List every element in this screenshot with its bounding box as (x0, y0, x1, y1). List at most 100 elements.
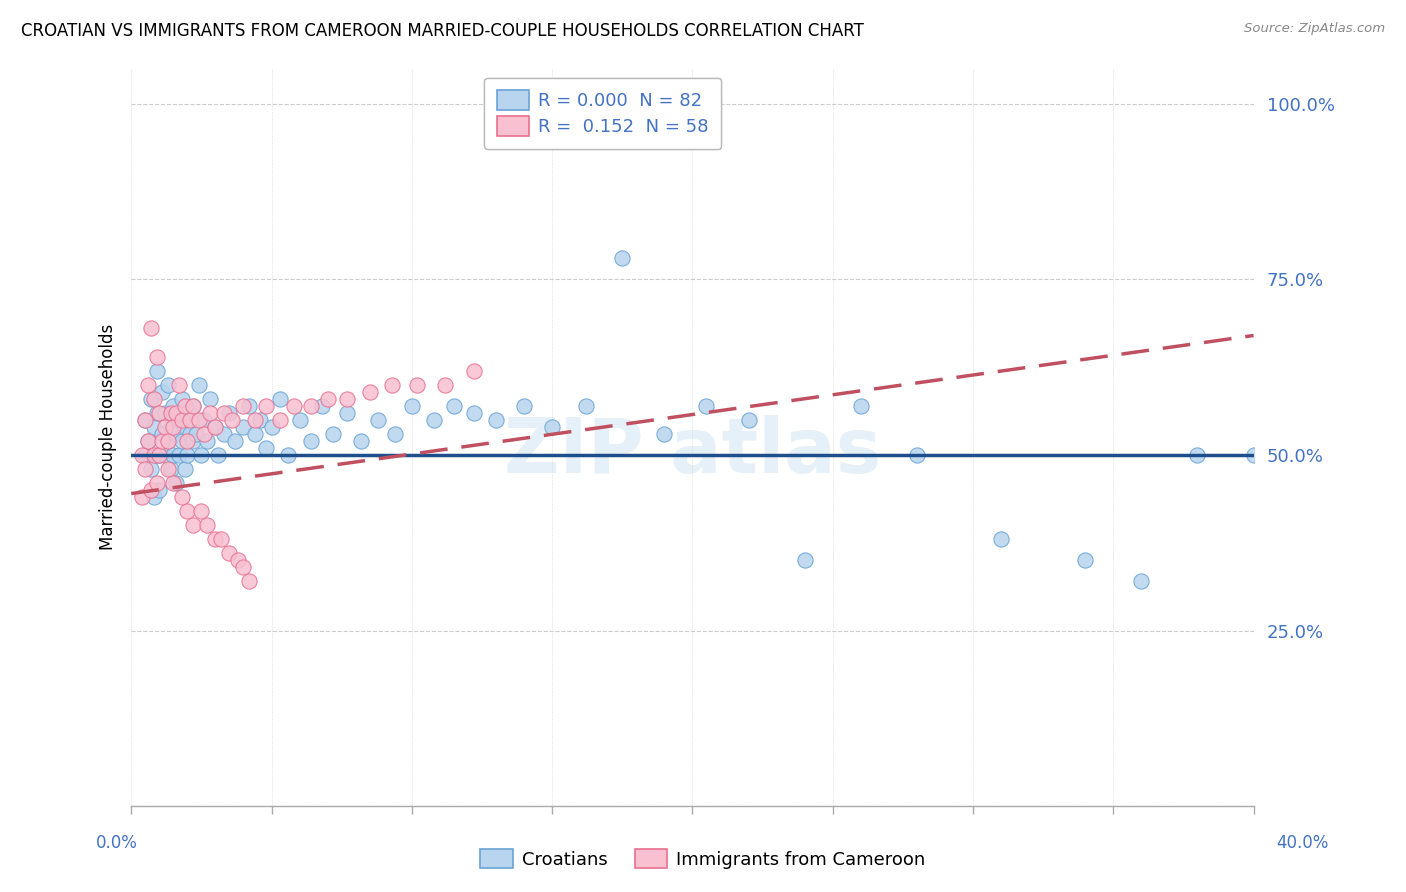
Point (165, 426, 187, 441)
Point (423, 413, 446, 427)
Point (173, 420, 195, 434)
Point (190, 448, 212, 462)
Point (179, 426, 201, 441)
Point (165, 476, 187, 491)
Point (541, 420, 564, 434)
Point (695, 399, 717, 413)
Point (336, 406, 359, 420)
Point (209, 533, 232, 547)
Text: Source: ZipAtlas.com: Source: ZipAtlas.com (1244, 22, 1385, 36)
Point (221, 413, 243, 427)
Point (193, 413, 215, 427)
Point (218, 546, 240, 560)
Point (145, 350, 167, 364)
Point (139, 321, 162, 335)
Point (159, 406, 181, 420)
Point (269, 413, 291, 427)
Point (153, 406, 176, 420)
Point (193, 426, 215, 441)
Point (1187, 448, 1209, 462)
Point (176, 448, 198, 462)
Point (181, 399, 204, 413)
Point (401, 399, 423, 413)
Point (134, 448, 156, 462)
Point (150, 384, 173, 399)
Point (849, 399, 872, 413)
Point (184, 426, 207, 441)
Point (243, 413, 266, 427)
Point (198, 392, 221, 406)
Point (990, 533, 1012, 547)
Point (136, 434, 159, 448)
Point (232, 560, 254, 574)
Point (156, 434, 179, 448)
Point (153, 420, 176, 434)
Legend: R = 0.000  N = 82, R =  0.152  N = 58: R = 0.000 N = 82, R = 0.152 N = 58 (484, 78, 721, 149)
Point (134, 462, 156, 476)
Point (153, 448, 176, 462)
Point (159, 462, 181, 476)
Point (139, 392, 162, 406)
Point (204, 420, 226, 434)
Point (181, 434, 204, 448)
Point (165, 406, 187, 420)
Point (162, 448, 184, 462)
Point (142, 420, 165, 434)
Point (142, 392, 165, 406)
Text: CROATIAN VS IMMIGRANTS FROM CAMEROON MARRIED-COUPLE HOUSEHOLDS CORRELATION CHART: CROATIAN VS IMMIGRANTS FROM CAMEROON MAR… (21, 22, 863, 40)
Point (212, 406, 235, 420)
Point (156, 434, 179, 448)
Point (443, 399, 465, 413)
Point (232, 420, 254, 434)
Text: ZIP atlas: ZIP atlas (503, 415, 882, 489)
Point (463, 406, 485, 420)
Point (1243, 448, 1265, 462)
Point (176, 504, 198, 518)
Point (162, 476, 184, 491)
Point (173, 462, 195, 476)
Point (173, 399, 195, 413)
Point (181, 518, 204, 533)
Point (134, 413, 156, 427)
Point (148, 483, 170, 497)
Point (190, 504, 212, 518)
Point (204, 533, 226, 547)
Point (381, 377, 404, 392)
Point (150, 426, 173, 441)
Point (145, 364, 167, 378)
Point (204, 420, 226, 434)
Point (513, 399, 536, 413)
Point (434, 377, 457, 392)
Point (145, 448, 167, 462)
Point (142, 448, 165, 462)
Point (181, 399, 204, 413)
Point (145, 406, 167, 420)
Point (793, 553, 815, 567)
Y-axis label: Married-couple Households: Married-couple Households (100, 325, 117, 550)
Point (167, 448, 190, 462)
Legend: Croatians, Immigrants from Cameroon: Croatians, Immigrants from Cameroon (474, 841, 932, 876)
Point (1130, 574, 1153, 589)
Point (212, 426, 235, 441)
Point (170, 413, 193, 427)
Point (167, 413, 190, 427)
Point (198, 406, 221, 420)
Point (150, 434, 173, 448)
Point (170, 392, 193, 406)
Point (277, 448, 299, 462)
Point (243, 426, 266, 441)
Point (176, 406, 198, 420)
Point (737, 413, 759, 427)
Point (207, 448, 229, 462)
Point (336, 392, 359, 406)
Point (139, 483, 162, 497)
Point (367, 413, 389, 427)
Point (288, 413, 311, 427)
Point (254, 441, 277, 455)
Point (170, 490, 193, 504)
Point (485, 413, 508, 427)
Point (232, 399, 254, 413)
Point (905, 448, 928, 462)
Point (249, 413, 271, 427)
Point (226, 553, 249, 567)
